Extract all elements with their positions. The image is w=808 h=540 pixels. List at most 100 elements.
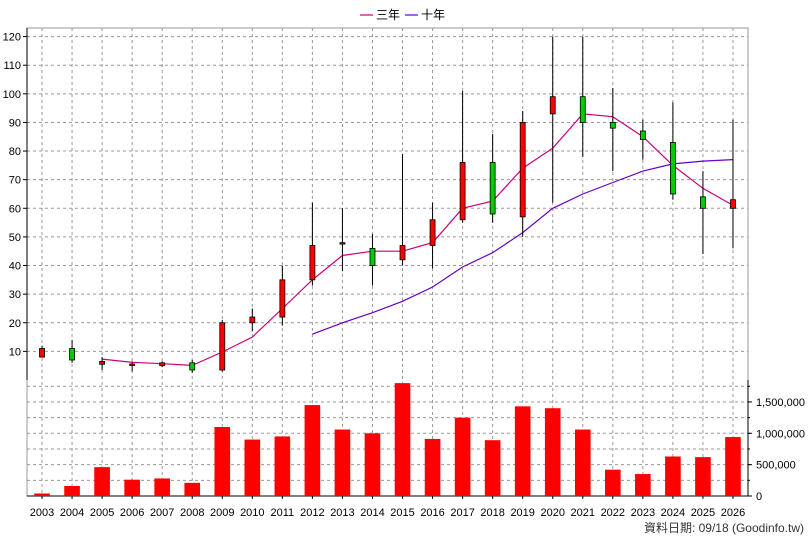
volume-bar (725, 437, 741, 496)
moving-average-lines (102, 113, 734, 367)
volume-bar (64, 485, 80, 496)
price-tick-label: 30 (9, 289, 21, 301)
price-tick-label: 90 (9, 117, 21, 129)
x-tick-label: 2023 (631, 507, 655, 519)
price-tick-label: 50 (9, 232, 21, 244)
candle-body (730, 199, 736, 209)
x-tick-label: 2011 (271, 507, 295, 519)
data-source-label: 資料日期: 09/18 (Goodinfo.tw) (644, 521, 804, 535)
x-tick-label: 2021 (571, 507, 595, 519)
volume-bar (394, 383, 411, 496)
candle-body (639, 130, 646, 141)
x-tick-label: 2019 (510, 507, 534, 519)
legend-ma10-label: 十年 (421, 8, 445, 22)
price-tick-label: 20 (9, 318, 21, 330)
x-tick-label: 2008 (180, 507, 204, 519)
candle-body (39, 348, 45, 358)
volume-bar (214, 427, 231, 496)
volume-bar (94, 467, 110, 496)
x-tick-label: 2004 (60, 507, 84, 519)
candle-body (129, 363, 136, 366)
x-tick-label: 2012 (300, 507, 324, 519)
volume-axis: 0 500,000 1,000,000 1,500,000 (747, 380, 805, 503)
volume-tick-label: 500,000 (756, 460, 796, 472)
candle-body (249, 316, 256, 324)
candle-body (399, 245, 406, 261)
candle-body (549, 96, 556, 115)
volume-bar (364, 433, 381, 496)
volume-bar (574, 429, 591, 496)
candle-body (189, 362, 196, 371)
volume-bar (124, 479, 140, 496)
x-tick-label: 2015 (390, 507, 414, 519)
legend-ma3-label: 三年 (376, 8, 400, 22)
x-tick-label: 2007 (150, 507, 174, 519)
legend: 三年 十年 (360, 8, 445, 22)
x-tick-label: 2020 (540, 507, 564, 519)
price-tick-label: 40 (9, 261, 21, 273)
x-tick-label: 2018 (480, 507, 504, 519)
candle-body (429, 219, 436, 246)
volume-bar (454, 417, 471, 496)
candle-body (309, 245, 316, 281)
volume-tick-label: 1,000,000 (756, 428, 805, 440)
plot-border (26, 27, 749, 497)
x-tick-label: 2013 (330, 507, 354, 519)
grid (26, 27, 749, 497)
volume-bar (304, 405, 321, 496)
volume-bar (544, 408, 561, 496)
volume-bar (484, 440, 501, 496)
candle-body (339, 242, 346, 245)
x-tick-label: 2024 (661, 507, 685, 519)
volume-bar (334, 429, 351, 496)
candle-body (369, 247, 376, 266)
candle-body (669, 142, 676, 195)
price-tick-label: 110 (3, 60, 21, 72)
volume-bars (34, 383, 741, 496)
volume-bar (184, 482, 201, 496)
price-tick-label: 70 (9, 175, 21, 187)
volume-bar (154, 478, 170, 496)
volume-bar (695, 457, 711, 496)
volume-tick-label: 0 (756, 491, 762, 503)
candle-body (279, 279, 286, 318)
candle-body (609, 122, 616, 129)
candle-body (700, 196, 706, 209)
volume-bar (274, 436, 291, 496)
volume-bar (424, 438, 441, 496)
x-tick-label: 2005 (90, 507, 114, 519)
candles (39, 36, 736, 373)
x-tick-label: 2010 (240, 507, 264, 519)
price-tick-label: 100 (3, 89, 21, 101)
x-tick-label: 2016 (420, 507, 444, 519)
x-tick-label: 2014 (360, 507, 384, 519)
x-tick-label: 2017 (450, 507, 474, 519)
price-tick-label: 120 (3, 32, 21, 44)
candle-body (519, 122, 526, 218)
price-tick-label: 60 (9, 203, 21, 215)
price-tick-label: 10 (9, 346, 21, 358)
volume-bar (635, 474, 651, 496)
candle-body (99, 360, 106, 365)
volume-bar (605, 469, 621, 496)
candle-body (219, 322, 226, 371)
volume-tick-label: 1,500,000 (756, 397, 805, 409)
candle-body (459, 162, 466, 221)
candle-body (159, 362, 166, 367)
volume-bar (244, 439, 261, 496)
volume-bar (34, 493, 50, 496)
x-tick-label: 2009 (210, 507, 234, 519)
volume-bar (665, 456, 681, 496)
candle-body (489, 162, 496, 215)
x-tick-label: 2026 (721, 507, 745, 519)
x-tick-label: 2025 (691, 507, 715, 519)
x-tick-label: 2003 (30, 507, 54, 519)
candle-body (69, 348, 75, 361)
price-axis: 10 20 30 40 50 60 70 80 90 100 110 120 (3, 28, 28, 380)
candle-body (579, 96, 586, 123)
ma3-line (102, 113, 734, 367)
x-tick-label: 2022 (601, 507, 625, 519)
x-tick-label: 2006 (120, 507, 144, 519)
volume-bar (514, 406, 531, 496)
